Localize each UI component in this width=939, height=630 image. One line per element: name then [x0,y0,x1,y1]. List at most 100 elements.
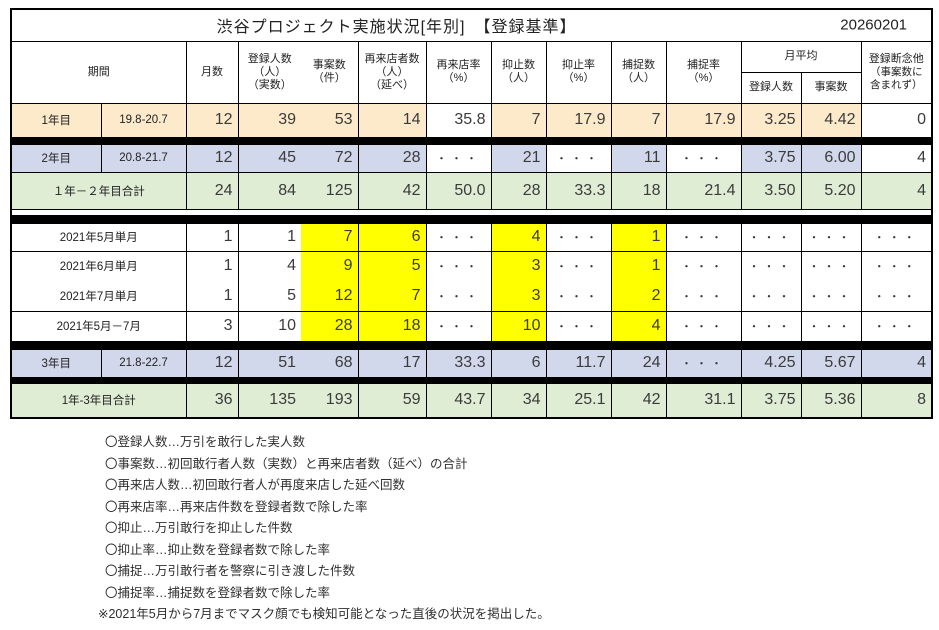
cell: 12 [185,102,239,138]
cell: ・・・ [860,310,933,342]
row-label: 2年目 [10,143,102,173]
cell-highlight: 1 [610,222,667,252]
cell: 17.9 [665,102,742,138]
row-label: 3年目 [10,348,102,378]
cell: ・・・ [665,143,742,173]
cell: ・・・ [425,222,492,252]
cell: 18 [610,171,667,210]
col-header-abandoned: 登録断念他 （事案数に 含まれず） [860,40,933,104]
header-row-2: 登録人数 事案数 [11,71,932,104]
footnote: 〇捕捉率…捕捉数を登録者数で除した率 [105,585,331,600]
footnote: 〇再来店率…再来店件数を登録者数で除した率 [105,499,368,514]
cell: ・・・ [425,143,492,173]
spacer [10,208,933,215]
cell: 3.75 [740,382,802,419]
cell-highlight: 6 [357,222,427,252]
footnotes: 〇登録人数…万引を敢行した実人数 〇事案数…初回敢行者人数（実数）と再来店者数（… [98,432,939,626]
cell: 5 [237,281,301,312]
title-bar: 渋谷プロジェクト実施状況[年別] 【登録基準】 20260201 [10,8,933,42]
cell: 125 [301,171,359,210]
cell: 33.3 [545,171,612,210]
footnote: 〇捕捉…万引敢行者を警察に引き渡した件数 [105,564,356,578]
cell-highlight: 4 [490,222,547,252]
footnote: 〇抑止…万引敢行を抑止した件数 [105,521,293,535]
table-row-total-1-3: 1年-3年目合計 36 135 193 59 43.7 34 25.1 42 3… [10,382,933,419]
col-header-registered: 登録人数 （人） （実数） [237,40,301,104]
cell: 8 [860,382,933,419]
cell-highlight: 10 [490,310,547,342]
cell: 10 [237,310,301,342]
cell: 1 [185,250,239,281]
col-header-cases: 事案数 （件） [301,40,359,104]
cell: 7 [490,102,547,138]
cell: 50.0 [425,171,492,210]
cell-highlight: 7 [301,222,359,252]
page-title: 渋谷プロジェクト実施状況[年別] 【登録基準】 [216,19,577,37]
cell: 53 [301,102,359,138]
cell: 42 [357,171,427,210]
row-label: 2021年5月－7月 [10,310,187,342]
col-header-deter-rate: 抑止率 （%） [545,40,612,104]
cell: 17.9 [545,102,612,138]
cell: ・・・ [740,222,802,252]
cell: ・・・ [860,222,933,252]
report-date: 20260201 [840,16,908,34]
cell: ・・・ [665,310,742,342]
spacer-row [10,208,933,215]
cell: 51 [237,348,301,378]
cell-highlight: 18 [357,310,427,342]
footnote: 〇再来店人数…初回敢行者人が再度来店した延べ回数 [105,478,406,492]
col-header-avg-registered: 登録人数 [740,71,802,104]
cell: 35.8 [425,102,492,138]
cell: 135 [237,382,301,419]
cell: ・・・ [545,143,612,173]
cell: 28 [490,171,547,210]
cell-highlight: 1 [610,250,667,281]
cell: 25.1 [545,382,612,419]
cell: 42 [610,382,667,419]
cell: ・・・ [545,222,612,252]
cell: ・・・ [665,222,742,252]
cell: ・・・ [860,281,933,312]
cell: 0 [860,102,933,138]
separator [10,214,933,224]
cell: ・・・ [740,250,802,281]
cell: ・・・ [545,310,612,342]
cell: 4 [860,143,933,173]
status-table: 渋谷プロジェクト実施状況[年別] 【登録基準】 20260201 期間 月数 登… [10,8,934,419]
table-row-total-1-2: １年－２年目合計 24 84 125 42 50.0 28 33.3 18 21… [10,171,933,210]
separator-band [10,214,933,224]
cell: ・・・ [740,281,802,312]
cell: 59 [357,382,427,419]
footnote: 〇事案数…初回敢行者人数（実数）と再来店者数（延べ）の合計 [105,456,468,471]
table-row-year2: 2年目 20.8-21.7 12 45 72 28 ・・・ 21 ・・・ 11 … [10,143,933,173]
cell: 1 [185,222,239,252]
cell: 24 [610,348,667,378]
cell: 68 [301,348,359,378]
cell: ・・・ [665,348,742,378]
col-header-revisit-rate: 再来店率 （%） [425,40,492,104]
col-header-captured: 捕捉数 （人） [610,40,667,104]
cell: 5.20 [800,171,862,210]
table-row-may-july: 2021年5月－7月 3 10 28 18 ・・・ 10 ・・・ 4 ・・・ ・… [10,310,933,342]
separator [10,340,933,350]
row-period: 21.8-22.7 [100,348,187,378]
footnote: 〇抑止率…抑止数を登録者数で除した率 [105,542,331,557]
col-header-revisitors: 再来店者数 （人） （延べ） [357,40,427,104]
table-row-year3: 3年目 21.8-22.7 12 51 68 17 33.3 6 11.7 24… [10,348,933,378]
row-label: １年－２年目合計 [10,171,187,210]
cell: ・・・ [800,250,862,281]
cell: 5.36 [800,382,862,419]
cell: ・・・ [665,281,742,312]
table-row-june: 2021年6月単月 1 4 9 5 ・・・ 3 ・・・ 1 ・・・ ・・・ ・・… [10,250,933,281]
cell: ・・・ [800,310,862,342]
separator [10,136,933,145]
table-row-year1: 1年目 19.8-20.7 12 39 53 14 35.8 7 17.9 7 … [10,102,933,138]
cell: 34 [490,382,547,419]
footnote-asterisk: ※2021年5月から7月までマスク顔でも検知可能となった直後の状況を掲出した。 [98,607,550,621]
cell: ・・・ [740,310,802,342]
cell: 33.3 [425,348,492,378]
separator-band [10,136,933,145]
cell: 31.1 [665,382,742,419]
cell: 39 [237,102,301,138]
